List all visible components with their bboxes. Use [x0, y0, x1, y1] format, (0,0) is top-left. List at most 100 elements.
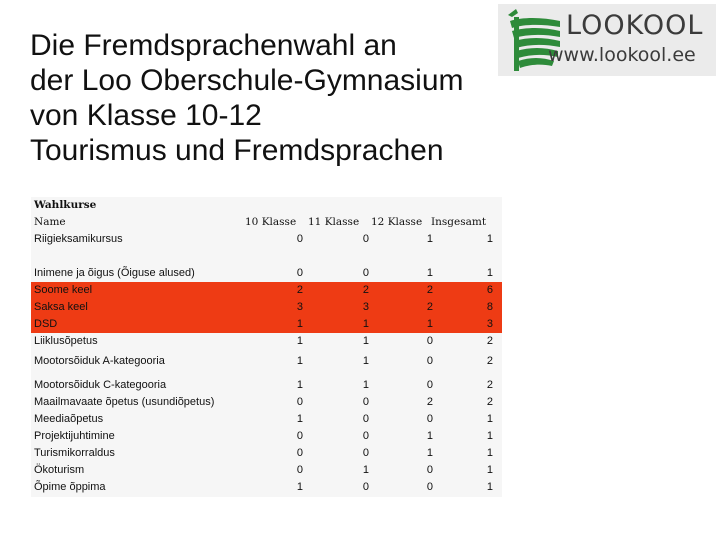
row-value: 1: [486, 413, 493, 425]
row-value: 2: [426, 284, 433, 296]
row-value: 1: [296, 318, 303, 330]
row-value: 0: [426, 335, 433, 347]
title-line: der Loo Oberschule-Gymnasium: [30, 64, 464, 97]
row-name: Projektijuhtimine: [34, 430, 115, 442]
row-value: 0: [426, 464, 433, 476]
row-value: 0: [296, 430, 303, 442]
row-value: 0: [426, 481, 433, 493]
row-value: 2: [426, 301, 433, 313]
row-value: 1: [362, 379, 369, 391]
table-header-row: Wahlkurse: [31, 197, 502, 214]
title-line: von Klasse 10-12: [30, 99, 262, 132]
table-row: Maailmavaate õpetus (usundiõpetus) 0 0 2 2: [31, 394, 502, 411]
row-value: 2: [362, 284, 369, 296]
column-header: 11 Klasse: [308, 216, 360, 228]
row-value: 1: [486, 267, 493, 279]
row-value: 1: [426, 430, 433, 442]
row-value: 2: [486, 335, 493, 347]
row-value: 3: [486, 318, 493, 330]
row-value: 1: [296, 481, 303, 493]
row-value: 1: [486, 233, 493, 245]
row-value: 2: [296, 284, 303, 296]
row-value: 1: [426, 233, 433, 245]
row-value: 1: [362, 464, 369, 476]
column-header: Insgesamt: [431, 216, 487, 228]
table-row: Inimene ja õigus (Õiguse alused) 0 0 1 1: [31, 265, 502, 282]
row-name: Turismikorraldus: [34, 447, 115, 459]
row-value: 0: [426, 379, 433, 391]
table-row: Riigieksamikursus 0 0 1 1: [31, 231, 502, 248]
row-name: Liiklusõpetus: [34, 335, 98, 347]
row-value: 0: [362, 430, 369, 442]
row-value: 1: [362, 318, 369, 330]
header-wahlkurse: Wahlkurse: [34, 199, 97, 211]
row-value: 2: [486, 355, 493, 367]
row-name: Mootorsõiduk A-kategooria: [34, 355, 165, 367]
column-header: 10 Klasse: [245, 216, 297, 228]
row-value: 1: [296, 335, 303, 347]
table-row: Soome keel 2 2 2 6: [31, 282, 502, 299]
row-value: 0: [362, 447, 369, 459]
row-value: 1: [486, 447, 493, 459]
table-row: Mootorsõiduk C-kategooria 1 1 0 2: [31, 377, 502, 394]
elective-table: Wahlkurse Name 10 Klasse 11 Klasse 12 Kl…: [31, 197, 502, 497]
row-value: 3: [362, 301, 369, 313]
row-value: 8: [486, 301, 493, 313]
lookool-logo: LOOKOOL www.lookool.ee: [498, 4, 716, 76]
table-row: Ökoturism 0 1 0 1: [31, 462, 502, 479]
table-row: Turismikorraldus 0 0 1 1: [31, 445, 502, 462]
title-line: Die Fremdsprachenwahl an: [30, 29, 397, 62]
row-value: 1: [426, 267, 433, 279]
row-value: 2: [486, 379, 493, 391]
row-value: 6: [486, 284, 493, 296]
row-value: 0: [362, 413, 369, 425]
leaf-icon: [508, 9, 560, 71]
row-value: 1: [486, 481, 493, 493]
row-value: 0: [426, 355, 433, 367]
row-name: Meediaõpetus: [34, 413, 104, 425]
row-value: 2: [426, 396, 433, 408]
logo-name: LOOKOOL: [566, 10, 704, 41]
row-value: 0: [362, 233, 369, 245]
table-row: Mootorsõiduk A-kategooria 1 1 0 2: [31, 353, 502, 370]
row-value: 0: [426, 413, 433, 425]
row-value: 1: [362, 335, 369, 347]
row-value: 1: [486, 430, 493, 442]
row-name: Saksa keel: [34, 301, 88, 313]
table-header-row: Name 10 Klasse 11 Klasse 12 Klasse Insge…: [31, 214, 502, 231]
table-row: Saksa keel 3 3 2 8: [31, 299, 502, 316]
table-row: Liiklusõpetus 1 1 0 2: [31, 333, 502, 350]
row-name: Maailmavaate õpetus (usundiõpetus): [34, 396, 215, 408]
row-name: Riigieksamikursus: [34, 233, 123, 245]
slide-title: Die Fremdsprachenwahl an der Loo Obersch…: [30, 28, 590, 168]
table-row: Õpime õppima 1 0 0 1: [31, 479, 502, 496]
row-name: Soome keel: [34, 284, 93, 296]
row-value: 0: [362, 396, 369, 408]
row-name: Õpime õppima: [34, 481, 106, 493]
row-name: DSD: [34, 318, 58, 330]
table-row: Meediaõpetus 1 0 0 1: [31, 411, 502, 428]
row-value: 1: [486, 464, 493, 476]
row-value: 1: [296, 379, 303, 391]
row-value: 1: [296, 413, 303, 425]
row-value: 0: [296, 233, 303, 245]
row-name: Mootorsõiduk C-kategooria: [34, 379, 167, 391]
row-value: 0: [362, 267, 369, 279]
row-value: 0: [296, 396, 303, 408]
row-value: 2: [486, 396, 493, 408]
column-header: 12 Klasse: [371, 216, 423, 228]
row-value: 0: [296, 447, 303, 459]
title-line: Tourismus und Fremdsprachen: [30, 134, 444, 167]
header-name: Name: [34, 216, 66, 228]
row-value: 0: [362, 481, 369, 493]
row-value: 0: [296, 267, 303, 279]
row-value: 0: [296, 464, 303, 476]
logo-url: www.lookool.ee: [548, 44, 696, 66]
row-value: 1: [426, 447, 433, 459]
row-value: 3: [296, 301, 303, 313]
row-value: 1: [426, 318, 433, 330]
row-name: Ökoturism: [34, 464, 85, 476]
row-value: 1: [362, 355, 369, 367]
table-row: Projektijuhtimine 0 0 1 1: [31, 428, 502, 445]
row-name: Inimene ja õigus (Õiguse alused): [34, 267, 195, 279]
